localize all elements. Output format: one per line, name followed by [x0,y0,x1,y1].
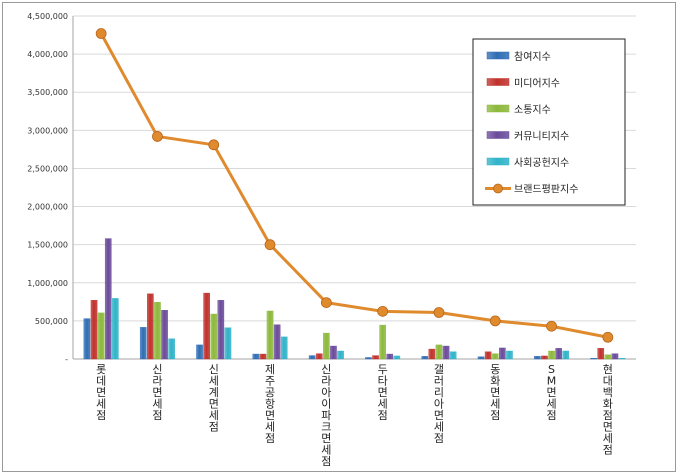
bar [315,353,323,360]
line-point [95,28,107,39]
legend-swatch [486,104,510,113]
bar [611,353,619,360]
y-tick-label: 2,000,000 [27,203,68,212]
line-point [264,239,276,251]
legend-label: 참여지수 [514,51,551,63]
line-point [602,331,614,343]
legend-swatch [486,78,510,86]
bar [280,336,288,360]
bar [484,351,492,360]
bar [90,300,98,360]
bar [555,348,562,360]
bar [604,354,612,360]
legend-label: 사회공헌지수 [514,157,569,169]
bar [499,347,506,360]
bar [252,353,260,360]
bar [161,310,168,360]
bar [435,344,443,360]
bar [323,332,330,360]
bar [449,351,457,360]
legend-swatch [486,131,510,139]
line-series [99,32,609,339]
y-tick-label: 3,000,000 [27,126,68,135]
bar [168,338,175,360]
chart: - 500,000 1,000,000 1,500,000 2,000,000 2,500… [27,12,636,468]
bar [273,324,281,360]
line-point [489,315,501,327]
bar [379,324,386,360]
bar [428,348,436,360]
line-point [208,139,220,151]
legend-swatch [486,157,510,166]
y-tick-label: 1,000,000 [27,279,68,288]
line-point [152,131,163,142]
legend-swatch-marker [493,183,503,194]
y-tick-label: 1,500,000 [27,241,68,250]
y-tick-label: 4,500,000 [27,12,68,21]
line-point [377,305,389,317]
bar [217,300,225,360]
bar [597,348,605,360]
chart-frame: - 500,000 1,000,000 1,500,000 2,000,000 2,500… [2,2,676,472]
legend-label: 브랜드평판지수 [514,184,578,196]
bar [112,298,119,360]
bar [266,310,274,360]
bar [562,350,570,360]
y-tick-label: 3,500,000 [27,88,68,97]
legend-label: 미디어지수 [514,78,560,90]
bar [139,327,147,360]
bar [534,356,541,360]
legend [472,38,626,206]
bar [477,356,485,360]
bar [590,358,597,360]
line-point [320,297,332,308]
legend-label: 소통지수 [514,104,551,116]
legend-swatch [486,51,510,60]
line-point [546,320,557,332]
y-tick-label: 500,000 [35,317,68,326]
bar [154,302,161,360]
y-tick-label: 4,000,000 [27,50,68,59]
legend-label: 커뮤니티지수 [514,131,569,143]
bar [365,357,372,360]
bar [259,353,267,360]
bar [541,355,548,360]
bar [386,353,394,360]
bar [337,350,344,360]
bar [147,293,154,360]
line-point [433,307,445,318]
bar [442,345,450,360]
bar [97,312,105,360]
bar [196,344,203,360]
bar [203,292,210,360]
y-tick-label: - [65,355,68,364]
bar [372,355,379,360]
bar [618,358,626,360]
bar [224,327,232,360]
bar [491,353,499,360]
bar [83,318,91,360]
bar [506,350,513,360]
bar [421,356,429,360]
bar [548,350,555,360]
bar [330,345,337,360]
bar [210,313,218,360]
y-tick-label: 2,500,000 [27,164,68,173]
bar [308,355,316,360]
bar [393,355,401,360]
bar [104,238,112,360]
